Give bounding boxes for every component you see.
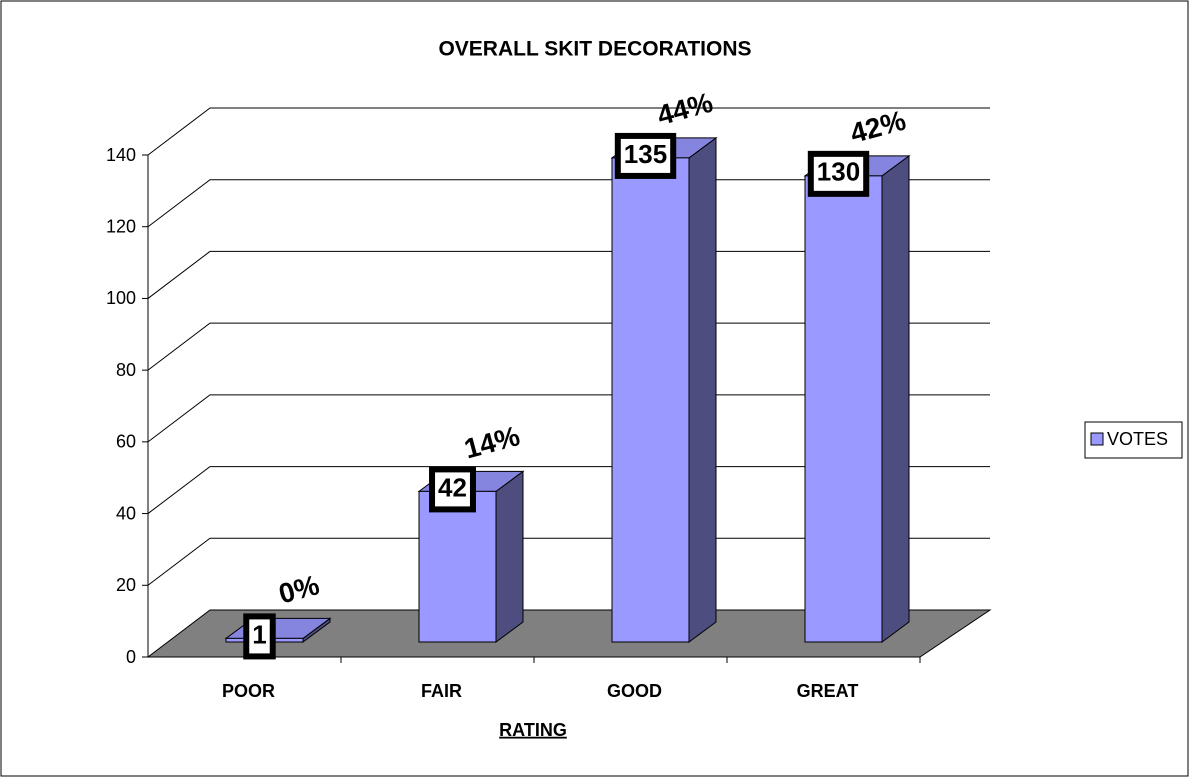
y-tick-label: 60 [116, 432, 136, 452]
x-tick-label: GREAT [797, 681, 859, 701]
grid-line [147, 394, 990, 443]
chart-title: OVERALL SKIT DECORATIONS [438, 38, 751, 61]
data-label-box [614, 132, 677, 179]
data-label-box [429, 466, 476, 513]
bar [610, 136, 718, 643]
y-tick-label: 20 [116, 575, 136, 595]
grid-line [147, 179, 990, 228]
y-tick-label: 140 [106, 145, 136, 165]
grid-line [147, 322, 990, 371]
legend-label: VOTES [1107, 429, 1168, 449]
x-tick-label: POOR [222, 681, 275, 701]
data-label: 42 [438, 472, 467, 502]
data-label: 1 [252, 619, 266, 649]
grid-line [147, 107, 990, 156]
grid-line [147, 466, 990, 514]
grid-line [147, 250, 990, 299]
bar-front [418, 490, 497, 643]
y-tick-label: 0 [126, 647, 136, 667]
x-axis-title: RATING [499, 720, 567, 740]
grid-line [147, 537, 990, 586]
bar-side [881, 154, 910, 643]
x-tick-label: GOOD [607, 681, 662, 701]
data-label-box [807, 150, 870, 197]
y-tick-label: 80 [116, 360, 136, 380]
bar-front [804, 175, 883, 643]
y-tick-label: 40 [116, 503, 136, 523]
y-tick-label: 120 [106, 216, 136, 236]
data-label: 130 [817, 157, 860, 187]
bar-front [611, 157, 690, 643]
legend-swatch [1090, 432, 1104, 446]
bar-side [495, 470, 524, 643]
bar-side [688, 136, 717, 643]
back-wall [210, 108, 990, 610]
y-tick-label: 100 [106, 288, 136, 308]
bar [803, 154, 911, 643]
x-tick-label: FAIR [421, 681, 462, 701]
legend-box [1084, 421, 1183, 459]
data-label: 135 [624, 139, 667, 169]
data-label-box [243, 613, 276, 660]
